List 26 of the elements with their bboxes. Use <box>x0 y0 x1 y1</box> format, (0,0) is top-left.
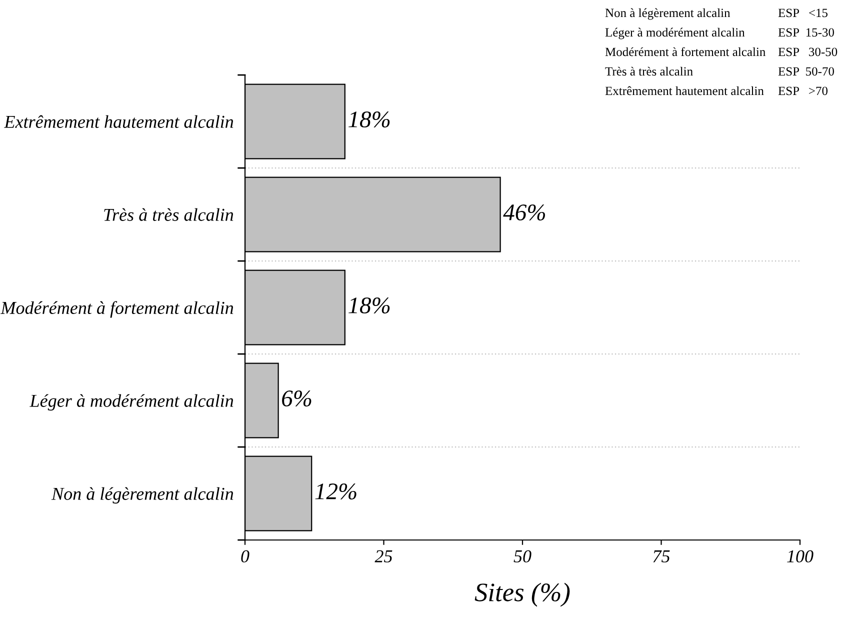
y-tick-label: Non à légèrement alcalin <box>51 487 234 504</box>
y-tick-label: Très à très alcalin <box>104 208 234 221</box>
y-tick-label: Extrêmement hautement alcalin <box>4 115 234 128</box>
text: Non à légèrement alcalin <box>605 8 730 20</box>
text: ESP 15-30 <box>778 28 834 37</box>
text: Modérément à fortement alcalin <box>605 47 766 56</box>
y-tick-label: Modérément à fortement alcalin <box>0 301 234 318</box>
data-label: 6% <box>282 390 312 406</box>
text: ESP 30-50 <box>778 48 838 56</box>
data-label: 18% <box>348 297 390 314</box>
x-axis-title: Sites (%) <box>474 582 570 607</box>
annotation: ESP >70 <box>778 86 828 96</box>
x-tick-label: 0 <box>241 550 250 562</box>
x-tick-label: 75 <box>653 550 670 562</box>
x-tick-label: 50 <box>514 550 532 562</box>
data-label: 46% <box>503 204 546 220</box>
text: Léger à modérément alcalin <box>605 28 745 40</box>
annotation: Très à très alcalin <box>605 66 693 76</box>
data-label: 18% <box>348 111 390 128</box>
x-tick-label: 25 <box>374 550 392 562</box>
annotation: Extrêmement hautement alcalin <box>605 86 764 96</box>
y-tick-label: Léger à modérément alcalin <box>30 394 234 411</box>
annotation: ESP 50-70 <box>778 67 834 76</box>
data-label: 12% <box>315 483 356 500</box>
text: ESP <15 <box>778 8 828 18</box>
x-tick-label: 100 <box>787 550 814 562</box>
